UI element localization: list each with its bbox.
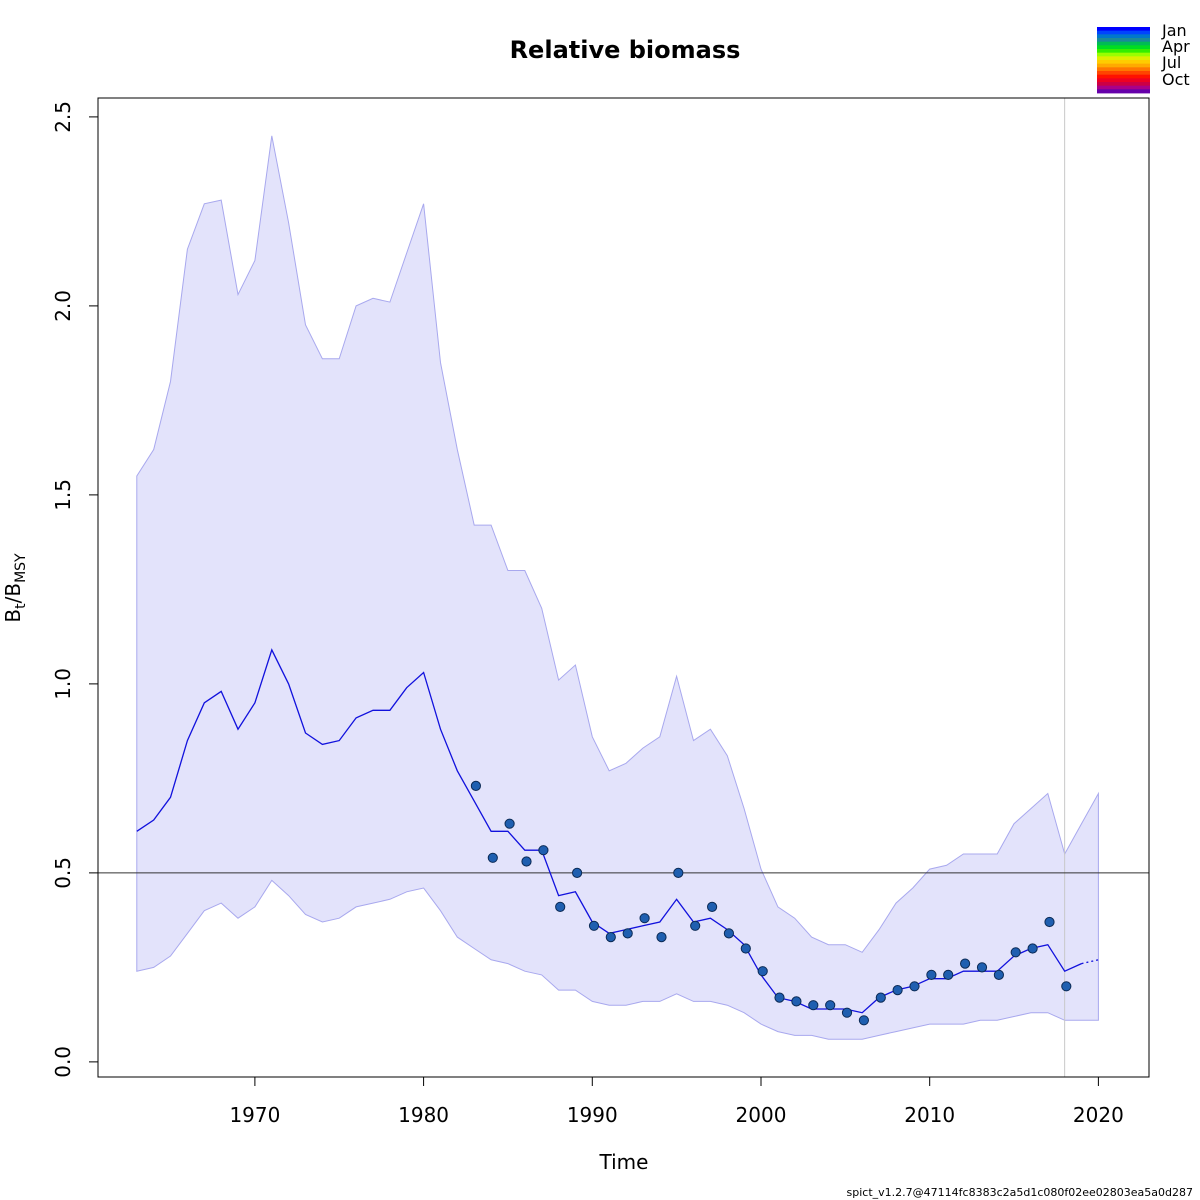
x-axis-label: Time: [599, 1150, 649, 1174]
observation-point: [740, 943, 751, 954]
observation-point: [656, 932, 667, 943]
observation-point: [1027, 943, 1038, 954]
legend-swatch: [1097, 71, 1150, 76]
observation-point: [892, 985, 903, 996]
observation-point: [504, 818, 515, 829]
legend-swatch: [1097, 67, 1150, 72]
legend-swatch: [1097, 45, 1150, 50]
y-axis-label-sub1: t: [13, 603, 29, 609]
y-tick-label: 2.5: [51, 101, 75, 133]
legend-swatch: [1097, 41, 1150, 46]
legend-swatch: [1097, 27, 1150, 32]
observation-points: [470, 780, 1072, 1026]
observation-point: [774, 992, 785, 1003]
legend-swatch: [1097, 56, 1150, 61]
x-tick-label: 2000: [736, 1103, 787, 1127]
legend-swatch: [1097, 89, 1150, 94]
legend-label: Oct: [1162, 70, 1190, 89]
observation-point: [993, 969, 1005, 981]
observation-point: [808, 1000, 819, 1011]
y-tick-label: 0.5: [51, 857, 75, 889]
y-axis: 0.0 0.5 1.0 1.5 2.0 2.5: [51, 101, 99, 1078]
plot-area: [97, 97, 1150, 1078]
observation-point: [673, 867, 684, 879]
legend-swatch: [1097, 34, 1150, 39]
observation-point: [572, 867, 583, 879]
legend-swatch: [1097, 60, 1150, 65]
observation-point: [875, 992, 886, 1003]
observation-point: [1061, 981, 1072, 992]
observation-point: [976, 962, 988, 973]
x-tick-label: 1980: [398, 1103, 449, 1127]
svg-text:Bt/BMSY: Bt/BMSY: [1, 553, 29, 623]
observation-point: [825, 1000, 836, 1011]
y-tick-label: 1.0: [51, 668, 75, 700]
observation-point: [909, 981, 920, 992]
observation-point: [521, 856, 532, 867]
legend-swatch: [1097, 30, 1150, 35]
observation-point: [943, 969, 954, 981]
observation-point: [487, 852, 498, 863]
legend-swatch: [1097, 49, 1150, 54]
observation-point: [470, 780, 481, 792]
y-axis-label-sep: /B: [1, 583, 25, 603]
y-axis-label-sub2: MSY: [13, 553, 29, 583]
legend-swatch: [1097, 82, 1150, 87]
observation-point: [605, 932, 616, 943]
legend-label: Jan: [1161, 21, 1187, 40]
observation-point: [960, 958, 971, 969]
x-tick-label: 1990: [567, 1103, 618, 1127]
observation-point: [1044, 916, 1055, 928]
x-tick-label: 2010: [904, 1103, 955, 1127]
legend-swatch: [1097, 38, 1150, 43]
chart-title: Relative biomass: [510, 36, 741, 64]
y-tick-label: 0.0: [51, 1046, 75, 1078]
x-tick-label: 1970: [229, 1103, 280, 1127]
confidence-band: [136, 135, 1099, 1040]
observation-point: [538, 845, 549, 856]
legend-label: Apr: [1162, 37, 1190, 56]
x-tick-label: 2020: [1073, 1103, 1124, 1127]
observation-point: [622, 928, 633, 939]
observation-point: [707, 901, 718, 913]
observation-point: [588, 920, 600, 931]
legend-swatch: [1097, 63, 1150, 68]
x-axis: 1970 1980 1990 2000 2010 2020: [229, 1076, 1124, 1127]
y-axis-label-main: B: [1, 609, 25, 623]
y-tick-label: 2.0: [51, 290, 75, 322]
observation-point: [757, 966, 768, 977]
legend-swatch: [1097, 74, 1150, 79]
observation-point: [555, 901, 566, 913]
observation-point: [723, 928, 735, 939]
observation-point: [926, 969, 937, 981]
y-axis-label: Bt/BMSY: [1, 553, 29, 623]
footer-version: spict_v1.2.7@47114fc8383c2a5d1c080f02ee0…: [847, 1186, 1193, 1199]
y-tick-label: 1.5: [51, 479, 75, 511]
observation-point: [639, 913, 650, 924]
observation-point: [1010, 947, 1021, 958]
observation-point: [690, 920, 701, 931]
observation-point: [841, 1007, 853, 1018]
legend-swatch: [1097, 85, 1150, 90]
legend-label: Jul: [1161, 53, 1181, 72]
observation-point: [858, 1015, 870, 1026]
legend-swatch: [1097, 78, 1150, 83]
legend-swatch: [1097, 52, 1150, 57]
observation-point: [791, 996, 802, 1007]
